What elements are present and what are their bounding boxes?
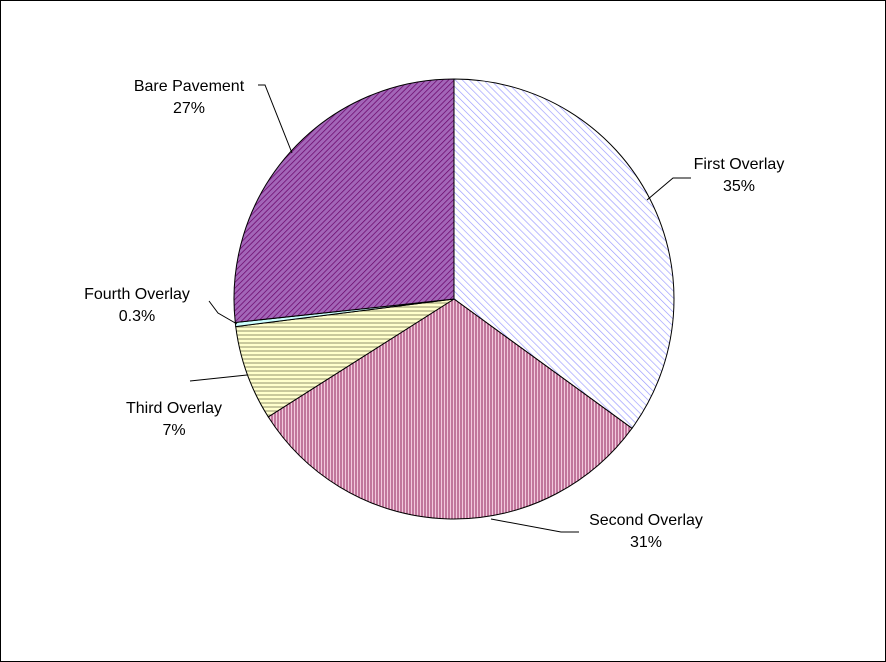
slice-percent-fourth-overlay: 0.3% [119, 308, 155, 325]
leader-line-fourth-overlay [208, 300, 238, 325]
slice-percent-third-overlay: 7% [162, 422, 185, 439]
pie-slice-bare-pavement [233, 78, 455, 324]
slice-label-second-overlay: Second Overlay [589, 512, 703, 529]
slice-label-first-overlay: First Overlay [694, 156, 785, 173]
leader-lines [189, 84, 691, 533]
slice-percent-second-overlay: 31% [630, 534, 662, 551]
pie-slices [233, 78, 675, 520]
slice-percent-bare-pavement: 27% [173, 100, 205, 117]
leader-line-bare-pavement [258, 84, 293, 154]
slice-label-third-overlay: Third Overlay [126, 400, 222, 417]
slice-label-fourth-overlay: Fourth Overlay [84, 286, 190, 303]
leader-line-third-overlay [189, 374, 248, 382]
leader-line-first-overlay [646, 177, 691, 201]
pie-slice-second-overlay [267, 298, 633, 520]
slice-label-bare-pavement: Bare Pavement [134, 78, 245, 95]
slice-percent-first-overlay: 35% [723, 178, 755, 195]
pie-slice-first-overlay [453, 78, 675, 430]
leader-line-second-overlay [490, 518, 579, 533]
slice-labels: First Overlay 35% Second Overlay 31% Third O… [84, 78, 784, 551]
